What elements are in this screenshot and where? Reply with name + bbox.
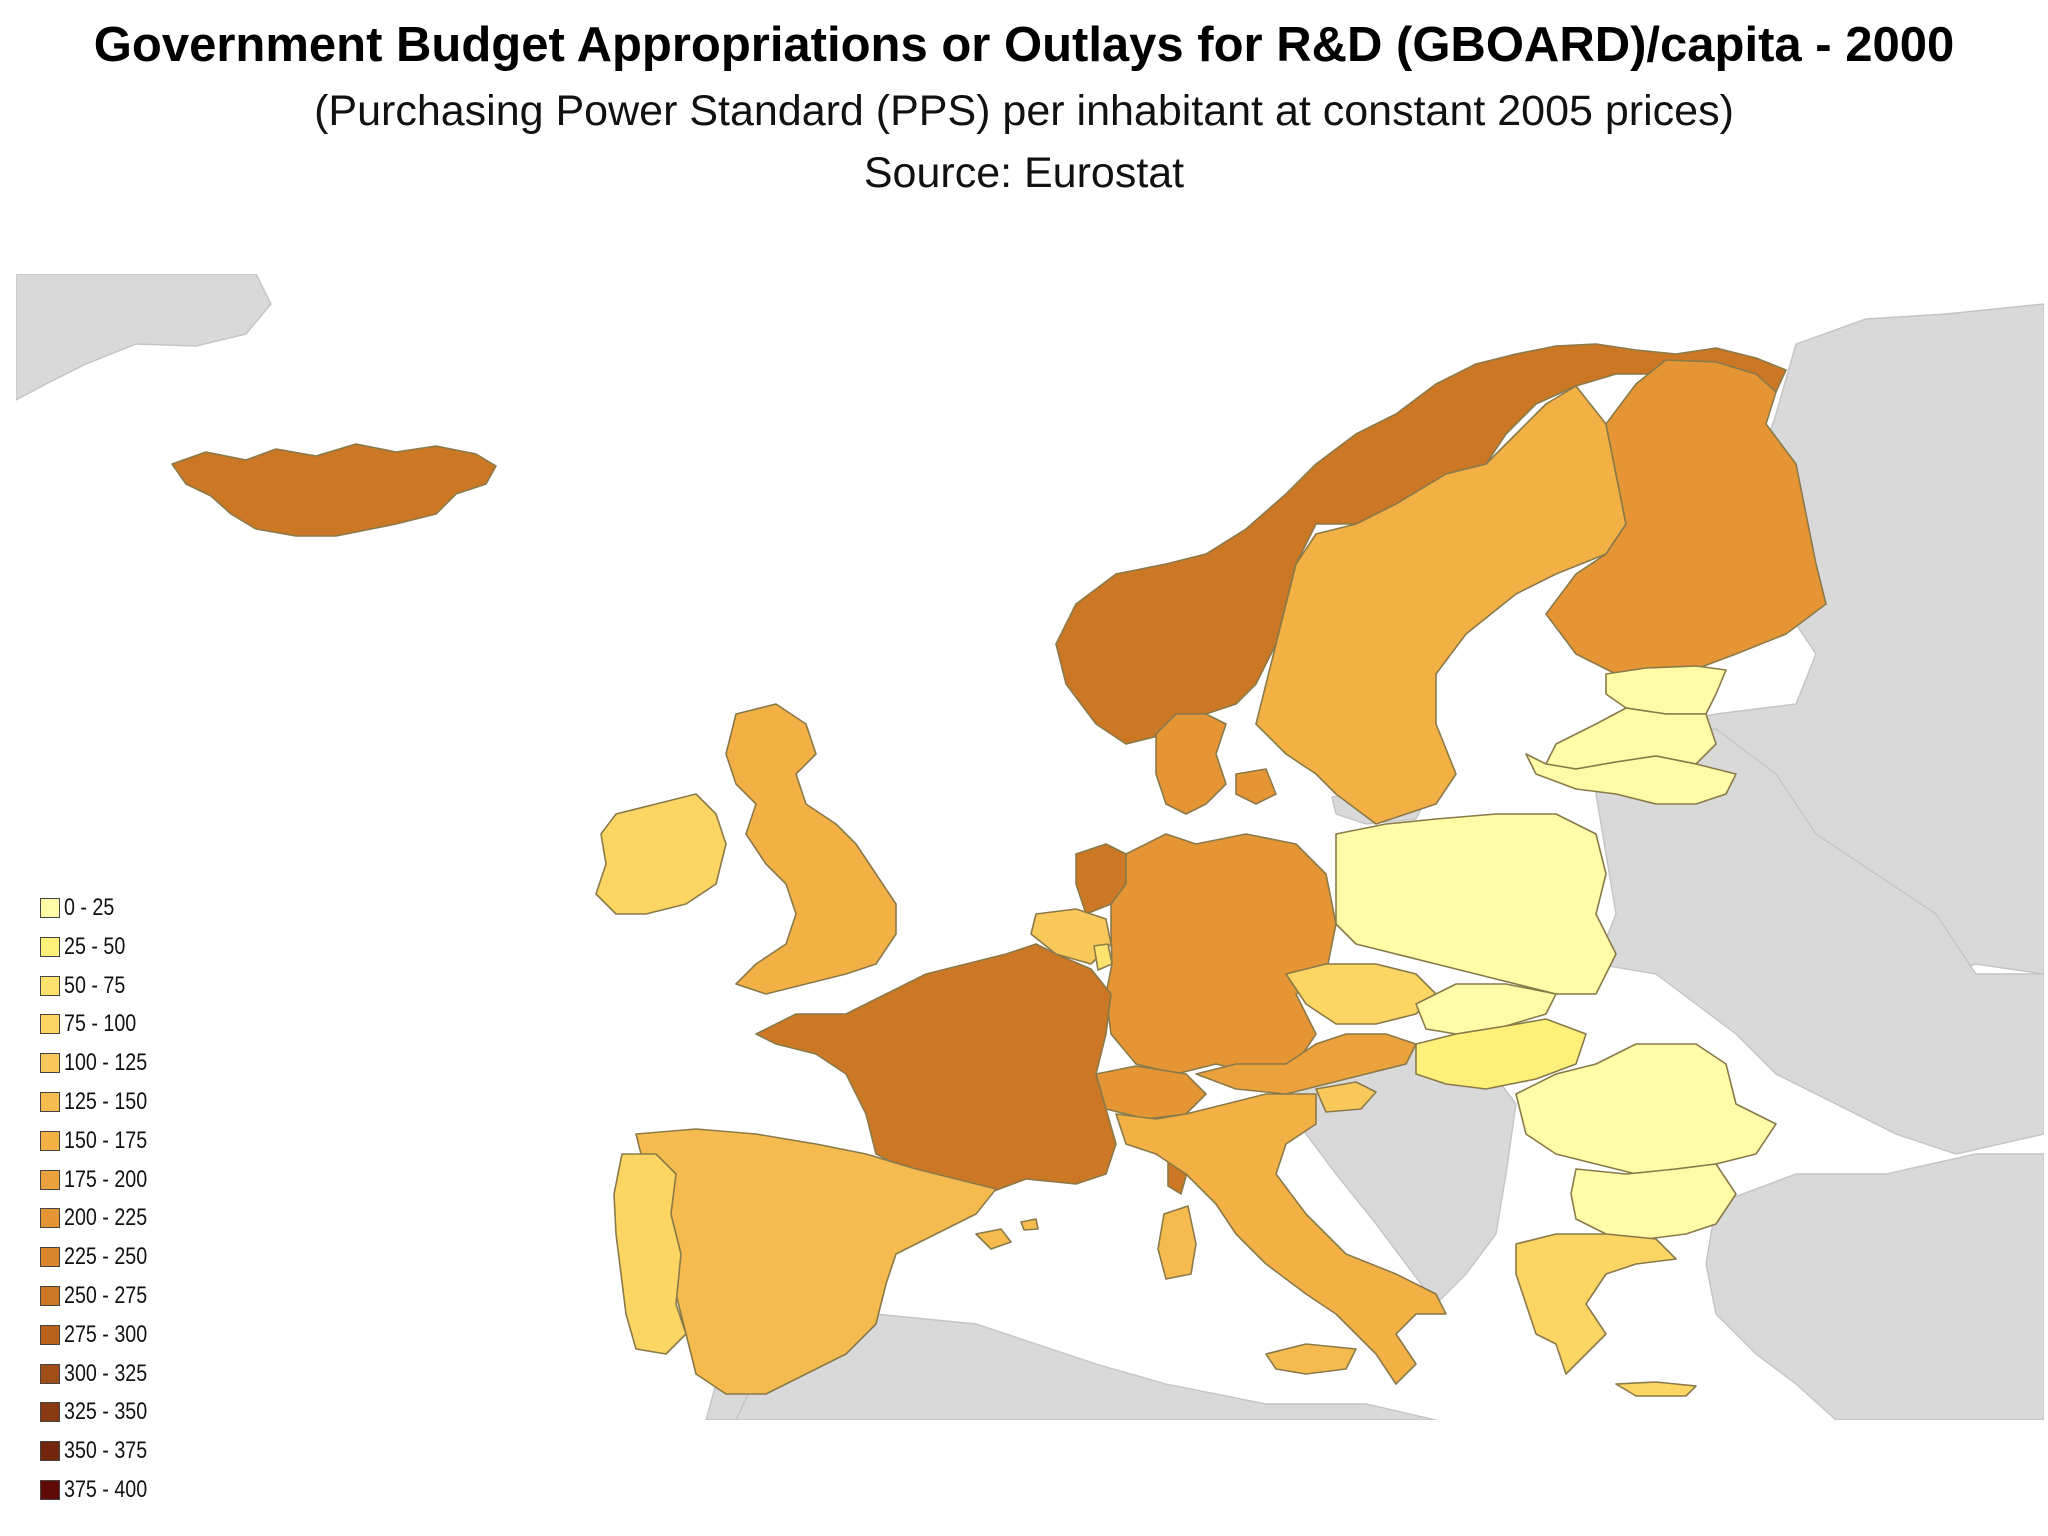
legend-swatch xyxy=(40,1324,60,1345)
map-title: Government Budget Appropriations or Outl… xyxy=(93,18,1955,72)
legend-label: 275 - 300 xyxy=(64,1320,148,1348)
legend-item: 325 - 350 xyxy=(40,1397,165,1427)
legend-swatch xyxy=(40,1402,60,1423)
legend-label: 325 - 350 xyxy=(64,1398,148,1426)
turkey-land xyxy=(1705,1153,2044,1420)
legend-label: 0 - 25 xyxy=(64,894,115,921)
legend-item: 375 - 400 xyxy=(40,1475,165,1505)
legend-swatch xyxy=(40,936,60,957)
region-slovenia[interactable] xyxy=(1315,1081,1377,1113)
legend-swatch xyxy=(40,1363,60,1384)
region-bulgaria[interactable] xyxy=(1570,1163,1737,1240)
legend-item: 275 - 300 xyxy=(40,1320,165,1350)
country-polygons xyxy=(171,343,1827,1397)
region-balearic[interactable] xyxy=(975,1218,1039,1250)
map-subtitle: (Purchasing Power Standard (PPS) per inh… xyxy=(314,87,1734,135)
legend-label: 200 - 225 xyxy=(64,1204,148,1232)
region-sweden[interactable] xyxy=(1255,385,1627,825)
region-italy[interactable] xyxy=(1115,1093,1447,1385)
region-portugal[interactable] xyxy=(613,1153,687,1355)
region-lithuania[interactable] xyxy=(1525,753,1737,805)
region-crete[interactable] xyxy=(1615,1381,1697,1397)
legend-item: 250 - 275 xyxy=(40,1281,165,1311)
legend-item: 200 - 225 xyxy=(40,1203,165,1233)
legend-label: 25 - 50 xyxy=(64,932,126,960)
legend-item: 100 - 125 xyxy=(40,1048,165,1078)
region-sicily[interactable] xyxy=(1265,1343,1357,1375)
legend-label: 100 - 125 xyxy=(64,1049,148,1077)
region-hungary[interactable] xyxy=(1415,1018,1587,1090)
legend-label: 300 - 325 xyxy=(64,1359,148,1387)
legend-swatch xyxy=(40,1092,60,1112)
region-greece[interactable] xyxy=(1515,1233,1677,1375)
legend-swatch xyxy=(40,1480,60,1500)
region-poland[interactable] xyxy=(1335,813,1617,995)
legend-item: 350 - 375 xyxy=(40,1436,165,1466)
europe-map xyxy=(16,274,2044,1420)
legend-item: 0 - 25 xyxy=(40,893,125,923)
legend-label: 350 - 375 xyxy=(64,1437,148,1465)
legend-swatch xyxy=(40,1208,60,1229)
legend-label: 225 - 250 xyxy=(64,1243,148,1271)
legend-item: 125 - 150 xyxy=(40,1087,165,1117)
region-estonia[interactable] xyxy=(1605,665,1727,715)
legend-swatch xyxy=(40,1014,60,1035)
region-romania[interactable] xyxy=(1515,1043,1777,1175)
map-source: Source: Eurostat xyxy=(863,149,1185,197)
region-denmark[interactable] xyxy=(1155,713,1277,815)
legend-item: 75 - 100 xyxy=(40,1009,152,1039)
region-iceland[interactable] xyxy=(171,443,497,537)
non-covered-land xyxy=(16,274,2044,1420)
legend-swatch xyxy=(40,1441,60,1462)
legend-swatch xyxy=(40,1169,60,1190)
region-norway[interactable] xyxy=(1055,343,1787,745)
region-switzerland[interactable] xyxy=(1095,1065,1207,1120)
legend-label: 150 - 175 xyxy=(64,1126,148,1154)
greenland-land xyxy=(16,274,272,401)
legend-item: 50 - 75 xyxy=(40,971,139,1001)
legend-item: 225 - 250 xyxy=(40,1242,165,1272)
legend-label: 250 - 275 xyxy=(64,1282,148,1309)
legend-item: 300 - 325 xyxy=(40,1359,165,1389)
legend-label: 175 - 200 xyxy=(64,1165,148,1193)
legend-swatch xyxy=(40,1053,60,1074)
legend-item: 175 - 200 xyxy=(40,1165,165,1195)
region-united-kingdom[interactable] xyxy=(725,703,897,995)
legend-item: 25 - 50 xyxy=(40,932,139,962)
legend-swatch xyxy=(40,1286,60,1306)
legend-label: 50 - 75 xyxy=(64,971,126,999)
legend-label: 75 - 100 xyxy=(64,1010,137,1038)
region-finland[interactable] xyxy=(1545,359,1827,675)
legend-swatch xyxy=(40,975,60,996)
legend-swatch xyxy=(40,1130,60,1151)
region-ireland[interactable] xyxy=(595,793,727,915)
region-germany[interactable] xyxy=(1105,833,1337,1075)
legend-label: 375 - 400 xyxy=(64,1476,148,1503)
region-sardinia[interactable] xyxy=(1157,1205,1197,1280)
region-slovakia[interactable] xyxy=(1415,983,1557,1035)
legend-label: 125 - 150 xyxy=(64,1088,148,1115)
legend-item: 150 - 175 xyxy=(40,1126,165,1156)
belarus-ukraine-land xyxy=(1595,728,2044,1155)
legend-swatch xyxy=(40,898,60,918)
legend-swatch xyxy=(40,1247,60,1268)
